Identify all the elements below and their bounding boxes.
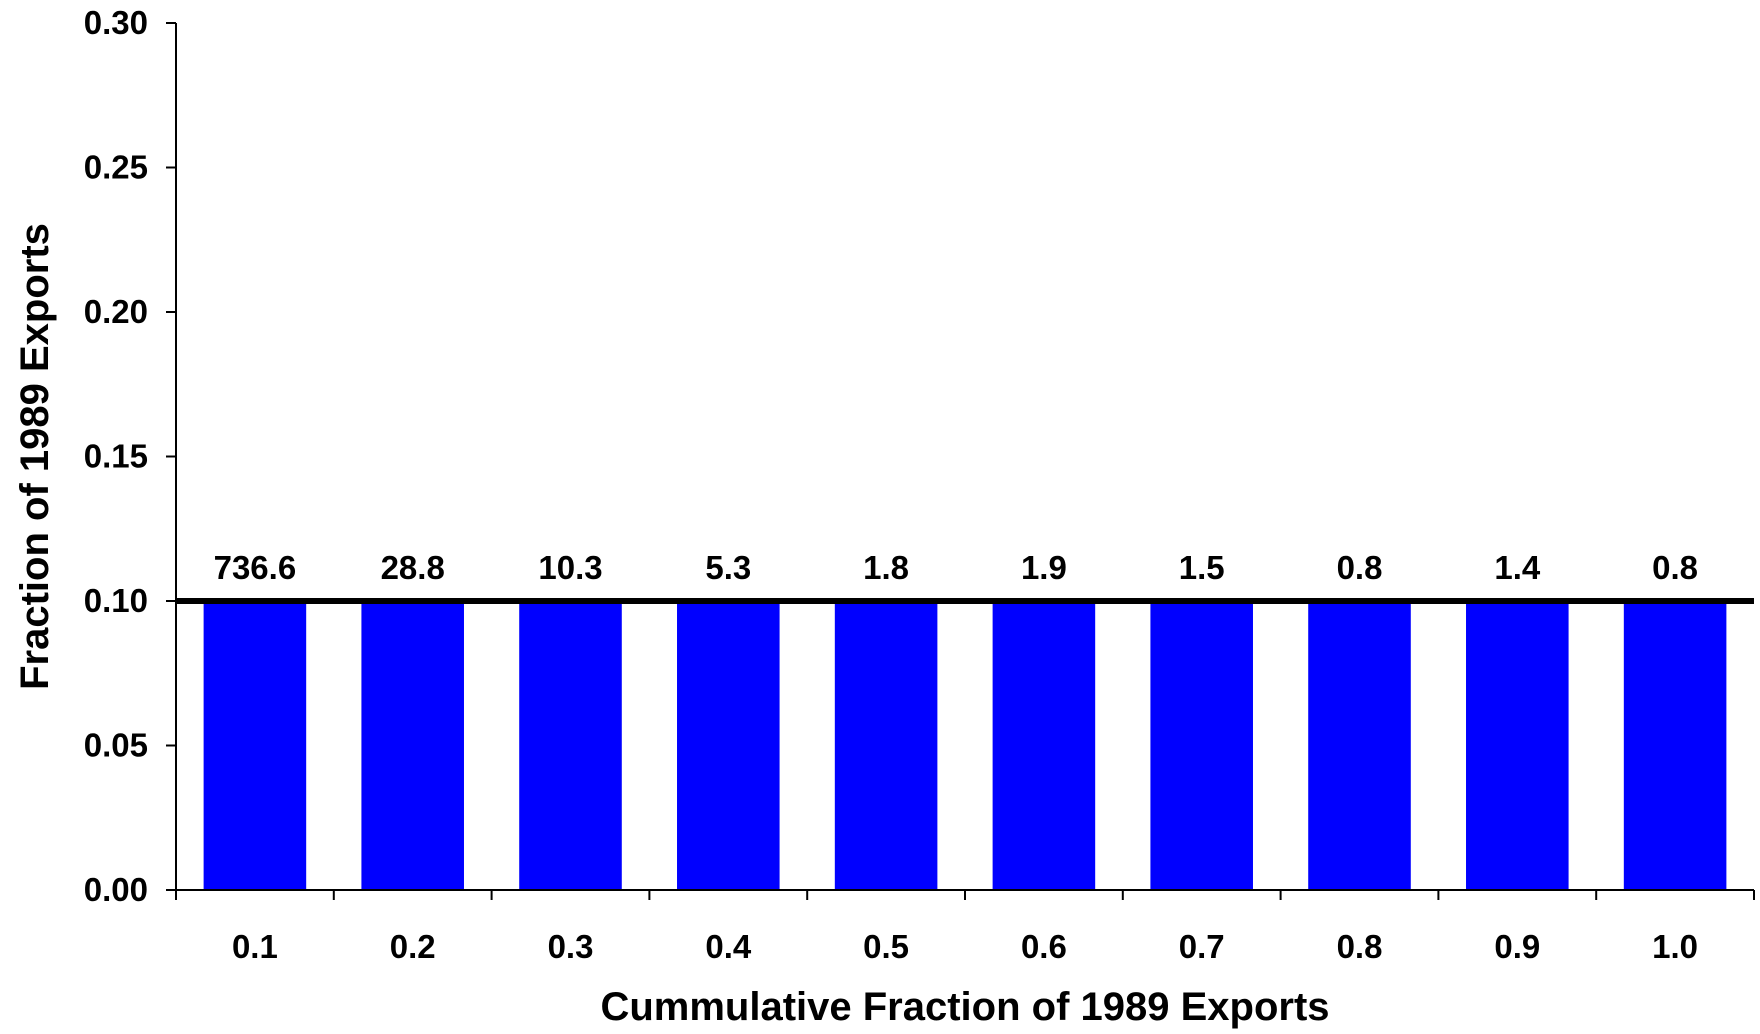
data-label: 28.8: [381, 549, 445, 586]
x-tick-label: 0.4: [705, 928, 752, 965]
y-tick-label: 0.30: [84, 4, 148, 41]
bar: [203, 601, 307, 890]
x-tick-label: 1.0: [1652, 928, 1698, 965]
data-label: 1.4: [1494, 549, 1541, 586]
y-tick-label: 0.05: [84, 727, 148, 764]
data-label: 0.8: [1652, 549, 1698, 586]
x-tick-label: 0.8: [1337, 928, 1383, 965]
bar: [361, 601, 464, 890]
labels-layer: 0.00 0.05 0.10 0.15 0.20 0.25 0.30 0.1 0.2 0.3 0.4…: [84, 4, 1698, 965]
data-label: 5.3: [705, 549, 751, 586]
data-label: 1.9: [1021, 549, 1067, 586]
x-tick-label: 0.9: [1494, 928, 1540, 965]
x-tick-label: 0.7: [1179, 928, 1225, 965]
bar: [1623, 601, 1727, 890]
y-axis-title: Fraction of 1989 Exports: [13, 223, 57, 690]
bar: [992, 601, 1096, 890]
data-label: 10.3: [538, 549, 602, 586]
axes-layer: [166, 22, 1755, 900]
bar: [1466, 601, 1569, 890]
y-tick-label: 0.25: [84, 149, 148, 186]
x-tick-label: 0.1: [232, 928, 278, 965]
bar: [1308, 601, 1411, 890]
data-label: 1.5: [1179, 549, 1225, 586]
bar: [677, 601, 780, 890]
bars-layer: [203, 601, 1727, 890]
x-tick-label: 0.5: [863, 928, 909, 965]
data-label: 1.8: [863, 549, 909, 586]
x-tick-label: 0.6: [1021, 928, 1067, 965]
x-axis-title: Cummulative Fraction of 1989 Exports: [600, 985, 1329, 1029]
y-tick-label: 0.00: [84, 871, 148, 908]
bar: [1150, 601, 1253, 890]
y-tick-label: 0.15: [84, 438, 148, 475]
x-tick-label: 0.2: [390, 928, 436, 965]
x-tick-label: 0.3: [548, 928, 594, 965]
bar: [834, 601, 938, 890]
bar: [519, 601, 622, 890]
y-tick-label: 0.20: [84, 293, 148, 330]
y-tick-label: 0.10: [84, 582, 148, 619]
data-label: 736.6: [214, 549, 297, 586]
data-label: 0.8: [1337, 549, 1383, 586]
